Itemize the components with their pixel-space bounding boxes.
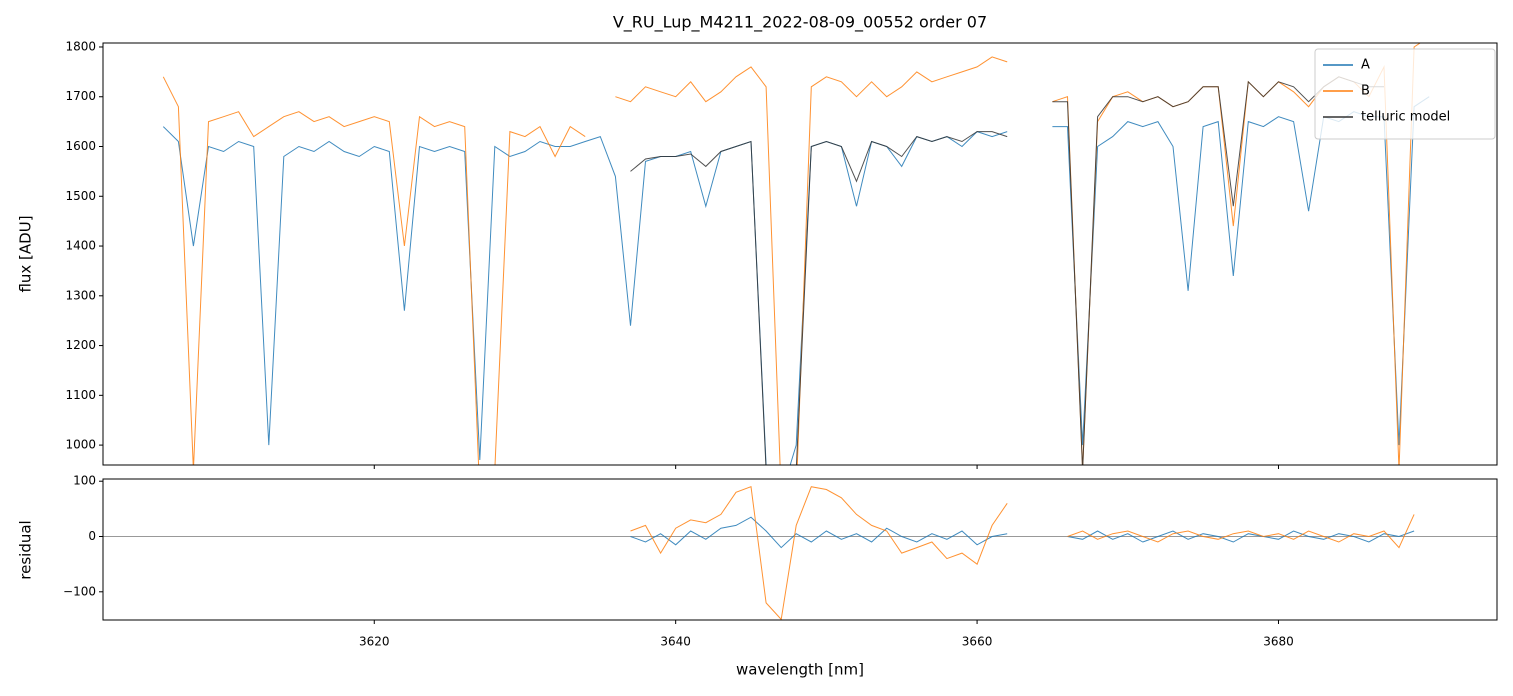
- plot-area: [162, 43, 1430, 465]
- legend-label: A: [1361, 58, 1370, 73]
- x-tick-label: 3680: [1263, 635, 1294, 649]
- x-tick-label: 3660: [962, 635, 993, 649]
- legend-label: telluric model: [1361, 110, 1450, 125]
- y-axis-label: flux [ADU]: [17, 215, 35, 292]
- y-tick-label: 100: [73, 474, 96, 488]
- y-tick-label: 1200: [65, 338, 96, 352]
- y-tick-label: −100: [63, 584, 96, 598]
- series-line: [630, 76, 1384, 465]
- y-tick-label: 1700: [65, 89, 96, 103]
- chart-title: V_RU_Lup_M4211_2022-08-09_00552 order 07: [613, 13, 987, 33]
- x-axis-label: wavelength [nm]: [736, 661, 864, 679]
- y-tick-label: 1100: [65, 388, 96, 402]
- y-tick-label: 1000: [65, 438, 96, 452]
- y-tick-label: 1500: [65, 189, 96, 203]
- series-line: [630, 486, 1415, 620]
- axes-frame: [102, 42, 1498, 466]
- y-tick-label: 1600: [65, 139, 96, 153]
- axes-frame: [102, 478, 1498, 621]
- x-tick-label: 3640: [660, 635, 691, 649]
- y-tick-label: 0: [88, 529, 96, 543]
- series-line: [630, 516, 1415, 549]
- x-tick-label: 3620: [359, 635, 390, 649]
- legend-box: [1314, 48, 1496, 140]
- y-tick-label: 1300: [65, 288, 96, 302]
- plot-area: [103, 486, 1497, 620]
- series-line: [162, 43, 1422, 465]
- legend-label: B: [1361, 84, 1370, 99]
- y-tick-label: 1800: [65, 39, 96, 53]
- y-tick-label: 1400: [65, 239, 96, 253]
- y-axis-label: residual: [17, 520, 35, 579]
